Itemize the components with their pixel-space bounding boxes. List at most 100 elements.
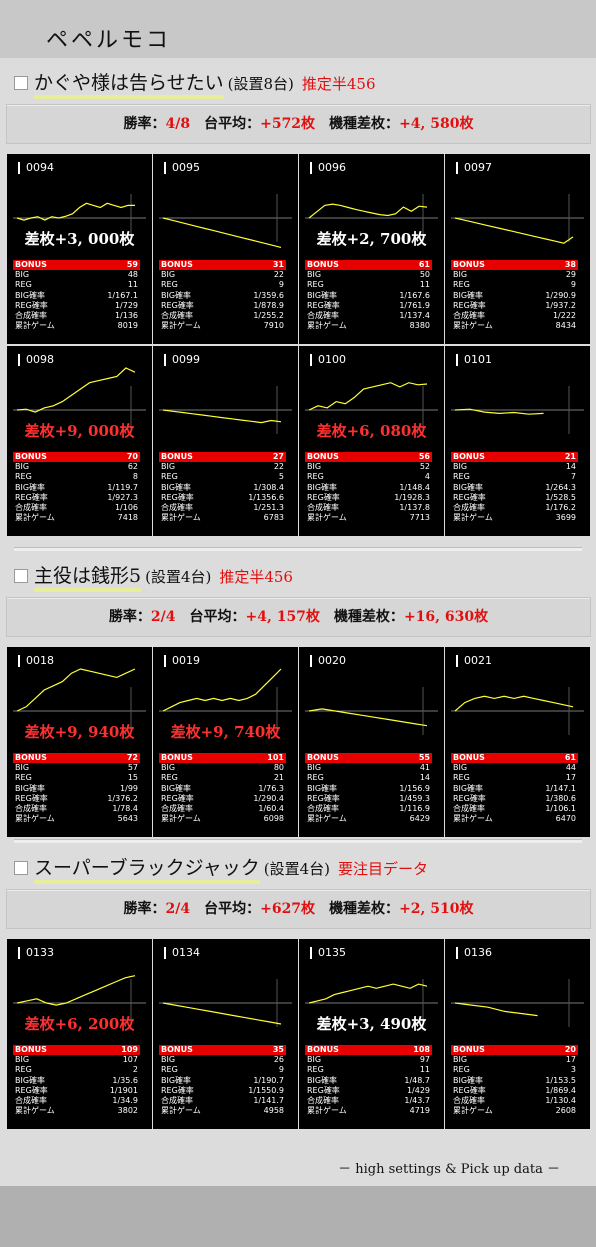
stat-value: 1/167.6 bbox=[399, 290, 430, 300]
stats-table: BONUS 27 BIG 22 REG 5 BIG確率 1/308.4 REG確率 1/1356.… bbox=[159, 452, 286, 523]
stat-value: 26 bbox=[273, 1055, 284, 1065]
stat-row-bonus: BONUS 56 bbox=[305, 452, 432, 463]
stat-row-reg-rate: REG確率 1/869.4 bbox=[451, 1086, 578, 1096]
stat-label: REG確率 bbox=[15, 1085, 48, 1095]
stat-value: 1/459.3 bbox=[399, 793, 430, 803]
stat-label: BIG bbox=[161, 763, 176, 773]
stat-row-big-rate: BIG確率 1/290.9 bbox=[451, 291, 578, 301]
footer: － high settings & Pick up data － bbox=[0, 1150, 596, 1180]
stat-label: 累計ゲーム bbox=[453, 513, 493, 523]
stat-value: 1/937.2 bbox=[545, 300, 576, 310]
stat-value: 27 bbox=[272, 452, 284, 461]
avg-label: 台平均： bbox=[189, 609, 246, 625]
stat-value: 8 bbox=[132, 472, 138, 482]
stats-table: BONUS 20 BIG 17 REG 3 BIG確率 1/153.5 REG確率 1/869.4… bbox=[451, 1045, 578, 1116]
machine-card[interactable]: 0096 差枚+2, 700枚 BONUS 61 BIG 50 REG 11 BIG確率 1/16… bbox=[299, 154, 444, 344]
graph-line bbox=[162, 1002, 282, 1025]
stat-value: 1/176.2 bbox=[545, 502, 576, 512]
stat-value: 1/48.7 bbox=[404, 1075, 430, 1085]
machine-card[interactable]: 0021 BONUS 61 BIG 44 REG 17 BIG確率 1/147.1 REG確率 1/… bbox=[445, 647, 590, 837]
stat-row-comb: 合成確率 1/141.7 bbox=[159, 1096, 286, 1106]
machine-number: 0134 bbox=[164, 947, 200, 959]
stat-row-big: BIG 57 bbox=[13, 763, 140, 773]
total-label: 機種差枚： bbox=[329, 116, 400, 132]
stat-label: 累計ゲーム bbox=[15, 321, 55, 331]
graph-line bbox=[454, 695, 574, 712]
stat-value: 20 bbox=[564, 1045, 576, 1054]
section-machine-name: 主役は銭形5 bbox=[34, 565, 142, 592]
machine-card[interactable]: 0133 差枚+6, 200枚 BONUS 109 BIG 107 REG 2 BIG確率 1/3… bbox=[7, 939, 152, 1129]
stat-value: 55 bbox=[418, 753, 430, 762]
stat-row-reg: REG 3 bbox=[451, 1065, 578, 1075]
stat-row-bonus: BONUS 61 bbox=[451, 753, 578, 764]
machine-card[interactable]: 0134 BONUS 35 BIG 26 REG 9 BIG確率 1/190.7 REG確率 1/1… bbox=[153, 939, 298, 1129]
stat-label: BONUS bbox=[307, 452, 339, 461]
stat-row-reg-rate: REG確率 1/927.3 bbox=[13, 493, 140, 503]
machine-card[interactable]: 0100 差枚+6, 080枚 BONUS 56 BIG 52 REG 4 BIG確率 1/148… bbox=[299, 346, 444, 536]
stat-label: 合成確率 bbox=[453, 803, 485, 813]
machine-card[interactable]: 0135 差枚+3, 490枚 BONUS 108 BIG 97 REG 11 BIG確率 1/4… bbox=[299, 939, 444, 1129]
stat-label: 合成確率 bbox=[15, 1095, 47, 1105]
stat-value: 1/308.4 bbox=[253, 482, 284, 492]
diff-label: 差枚+6, 080枚 bbox=[316, 422, 427, 440]
stat-value: 4719 bbox=[409, 1106, 430, 1116]
stat-value: 1/119.7 bbox=[107, 482, 138, 492]
machine-number: 0096 bbox=[310, 162, 346, 174]
diff-label: 差枚+9, 740枚 bbox=[170, 723, 281, 741]
section-title: 主役は銭形5 (設置4台) 推定半456 bbox=[14, 561, 293, 592]
stat-value: 1/869.4 bbox=[545, 1085, 576, 1095]
machine-card[interactable]: 0098 差枚+9, 000枚 BONUS 70 BIG 62 REG 8 BIG確率 1/119… bbox=[7, 346, 152, 536]
stat-row-reg: REG 17 bbox=[451, 773, 578, 783]
machine-card[interactable]: 0095 BONUS 31 BIG 22 REG 9 BIG確率 1/359.6 REG確率 1/8… bbox=[153, 154, 298, 344]
stat-row-reg-rate: REG確率 1/1550.9 bbox=[159, 1086, 286, 1096]
stat-row-games: 累計ゲーム 7910 bbox=[159, 321, 286, 331]
stat-label: 合成確率 bbox=[453, 310, 485, 320]
machine-card[interactable]: 0019 差枚+9, 740枚 BONUS 101 BIG 80 REG 21 BIG確率 1/7… bbox=[153, 647, 298, 837]
stat-row-big: BIG 29 bbox=[451, 270, 578, 280]
machine-card[interactable]: 0099 BONUS 27 BIG 22 REG 5 BIG確率 1/308.4 REG確率 1/1… bbox=[153, 346, 298, 536]
stat-row-big-rate: BIG確率 1/147.1 bbox=[451, 784, 578, 794]
payout-graph bbox=[159, 979, 292, 1027]
diff-label: 差枚+9, 940枚 bbox=[24, 723, 135, 741]
stat-row-big: BIG 48 bbox=[13, 270, 140, 280]
stat-row-reg-rate: REG確率 1/290.4 bbox=[159, 794, 286, 804]
stat-label: BIG bbox=[15, 462, 30, 472]
page-header: ペペルモコ bbox=[0, 0, 596, 58]
stat-label: BONUS bbox=[307, 753, 339, 762]
machine-card[interactable]: 0018 差枚+9, 940枚 BONUS 72 BIG 57 REG 15 BIG確率 1/99… bbox=[7, 647, 152, 837]
machine-number: 0094 bbox=[18, 162, 54, 174]
stat-value: 1/43.7 bbox=[404, 1095, 430, 1105]
stat-label: REG bbox=[161, 472, 178, 482]
stat-value: 1/78.4 bbox=[112, 803, 138, 813]
graph-line bbox=[308, 983, 428, 1004]
stat-label: BONUS bbox=[15, 753, 47, 762]
stat-value: 1/1928.3 bbox=[394, 492, 430, 502]
stat-value: 1/290.4 bbox=[253, 793, 284, 803]
stat-row-reg-rate: REG確率 1/878.9 bbox=[159, 301, 286, 311]
machine-number: 0018 bbox=[18, 655, 54, 667]
stat-label: BONUS bbox=[15, 452, 47, 461]
machine-card[interactable]: 0094 差枚+3, 000枚 BONUS 59 BIG 48 REG 11 BIG確率 1/16… bbox=[7, 154, 152, 344]
stat-value: 1/99 bbox=[120, 783, 138, 793]
diff-label: 差枚+3, 490枚 bbox=[316, 1015, 427, 1033]
stat-label: REG確率 bbox=[161, 492, 194, 502]
machine-card[interactable]: 0020 BONUS 55 BIG 41 REG 14 BIG確率 1/156.9 REG確率 1/… bbox=[299, 647, 444, 837]
machine-card[interactable]: 0136 BONUS 20 BIG 17 REG 3 BIG確率 1/153.5 REG確率 1/8… bbox=[445, 939, 590, 1129]
stat-value: 57 bbox=[127, 763, 138, 773]
stat-row-bonus: BONUS 38 bbox=[451, 260, 578, 271]
stat-label: REG確率 bbox=[15, 300, 48, 310]
payout-graph bbox=[159, 668, 292, 735]
machine-card[interactable]: 0101 BONUS 21 BIG 14 REG 7 BIG確率 1/264.3 REG確率 1/5… bbox=[445, 346, 590, 536]
stat-label: BIG bbox=[307, 462, 322, 472]
machine-section: スーパーブラックジャック (設置4台) 要注目データ 勝率：2/4 台平均：+627枚機… bbox=[0, 847, 596, 1247]
stat-row-big-rate: BIG確率 1/156.9 bbox=[305, 784, 432, 794]
machine-card[interactable]: 0097 BONUS 38 BIG 29 REG 9 BIG確率 1/290.9 REG確率 1/9… bbox=[445, 154, 590, 344]
stat-row-comb: 合成確率 1/136 bbox=[13, 311, 140, 321]
stat-value: 59 bbox=[126, 260, 138, 269]
graph-line bbox=[162, 668, 282, 712]
avg-label: 台平均： bbox=[204, 116, 261, 132]
stat-value: 1/167.1 bbox=[107, 290, 138, 300]
stat-row-bonus: BONUS 31 bbox=[159, 260, 286, 271]
avg-label: 台平均： bbox=[204, 901, 261, 917]
win-rate: 4/8 bbox=[165, 116, 191, 132]
